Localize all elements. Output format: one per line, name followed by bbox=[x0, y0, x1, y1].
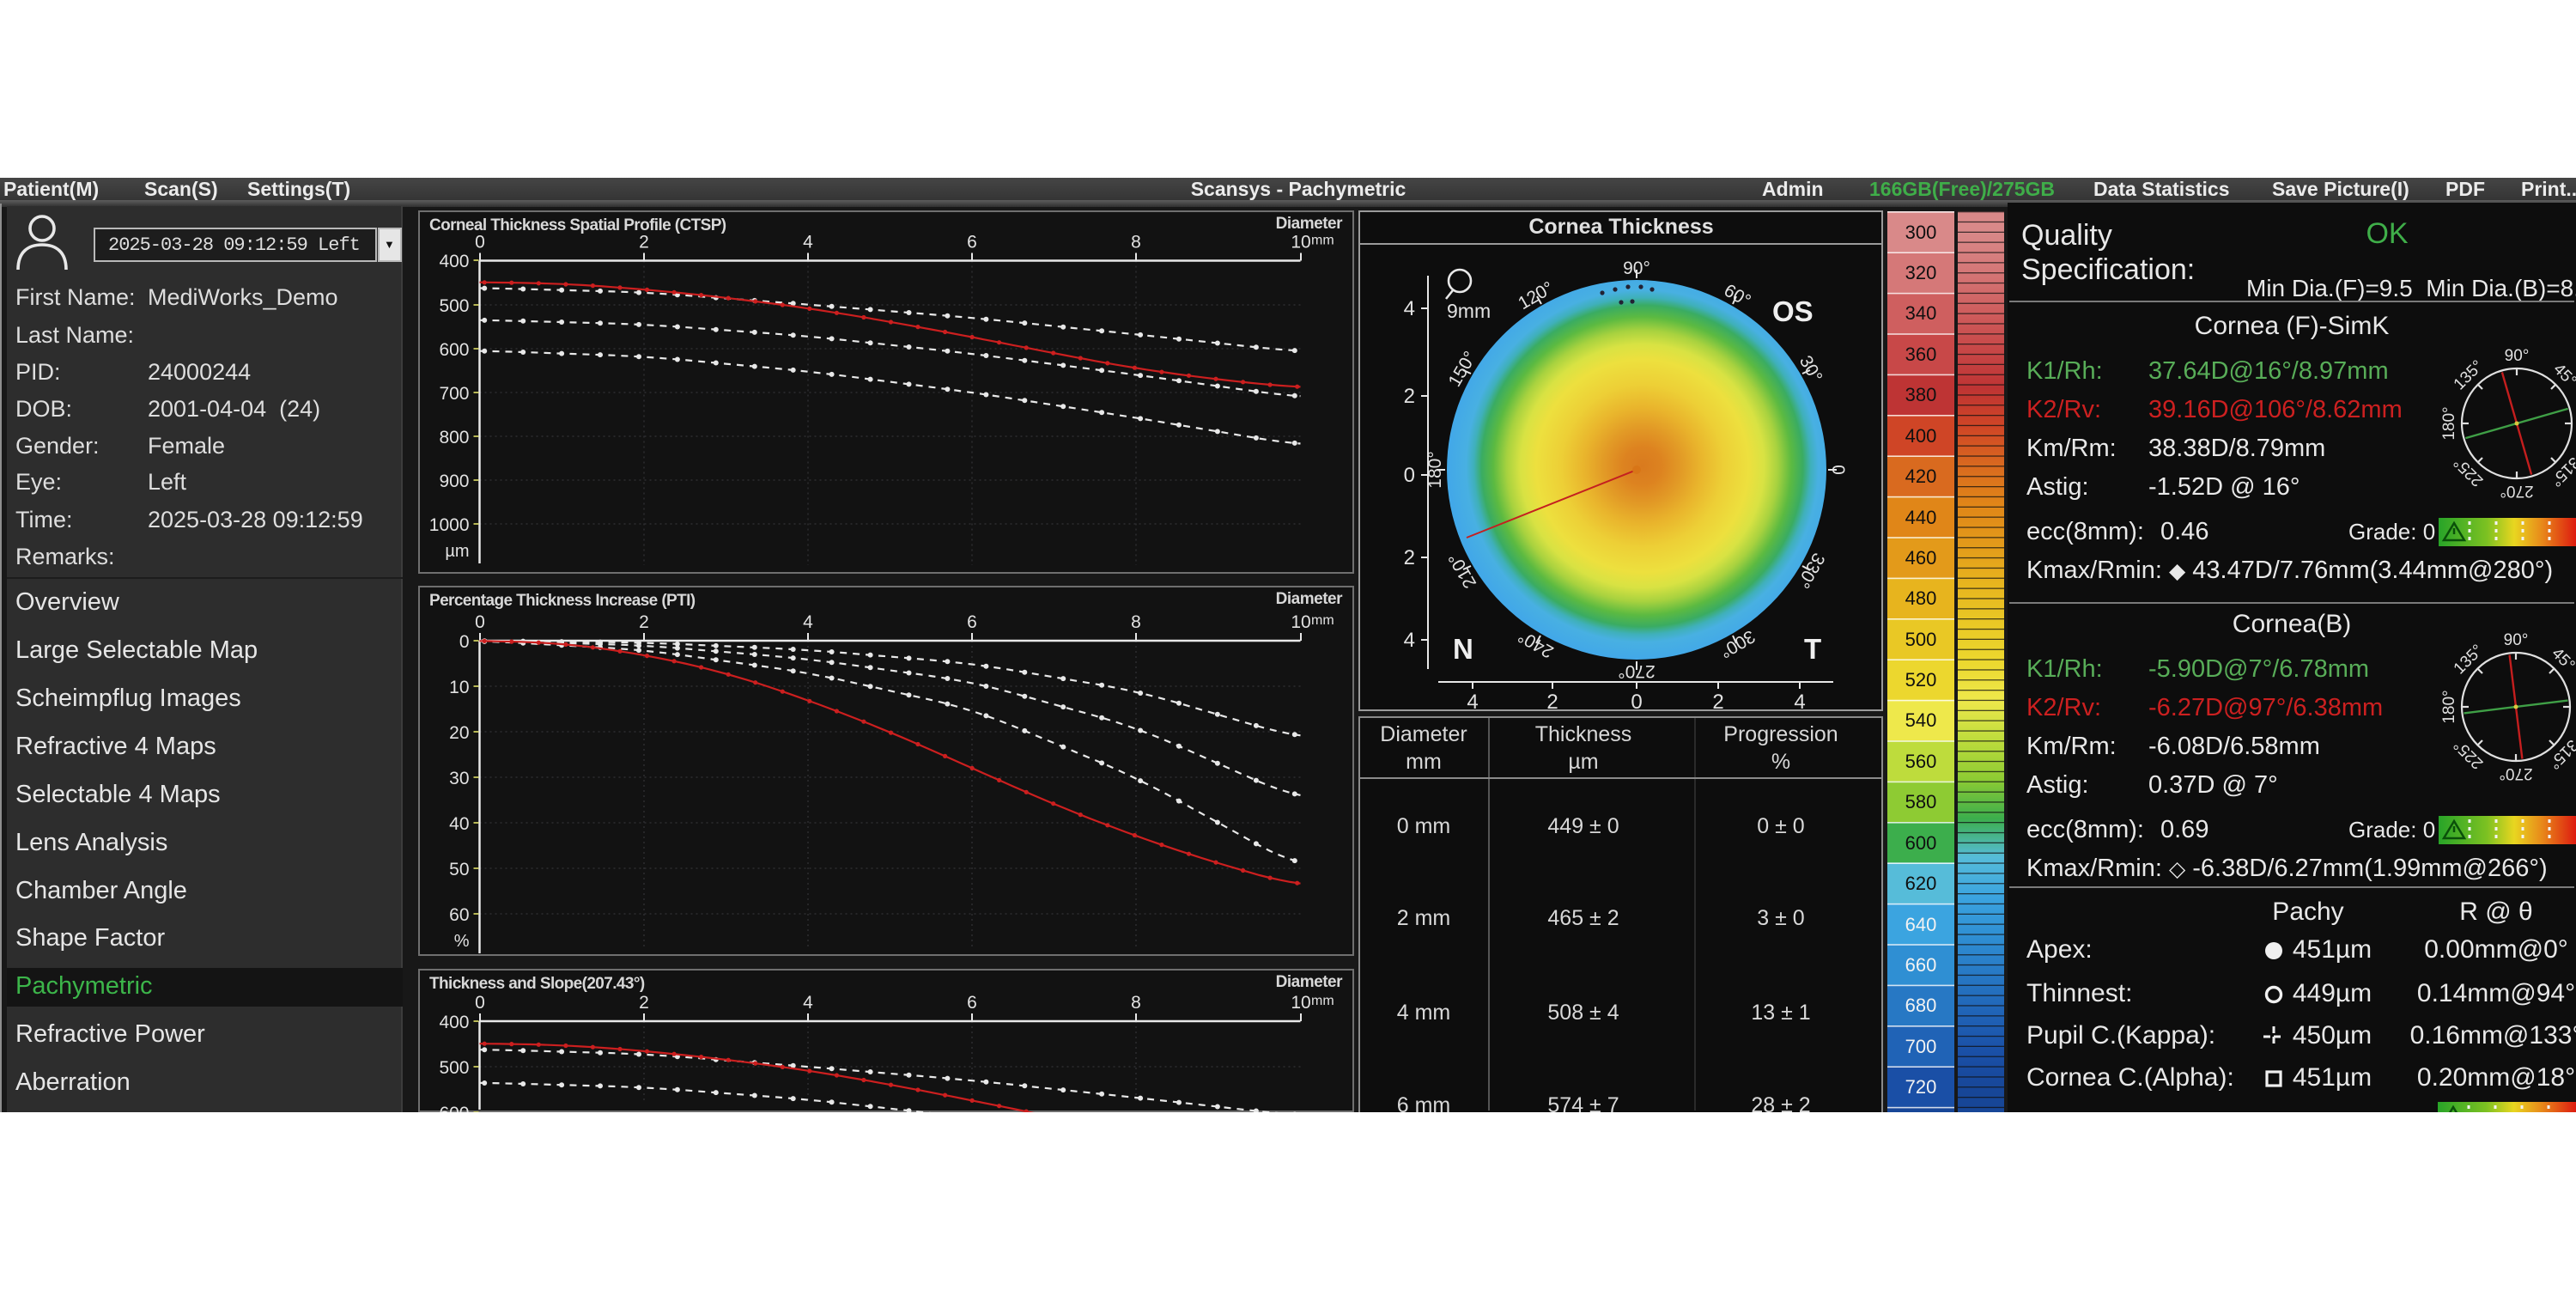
svg-text:600: 600 bbox=[439, 1104, 469, 1112]
svg-text:mm: mm bbox=[1311, 234, 1334, 248]
svg-text:520: 520 bbox=[1905, 669, 1937, 691]
svg-text:mm: mm bbox=[1311, 613, 1334, 628]
svg-text:0: 0 bbox=[1404, 464, 1415, 487]
svg-text:500: 500 bbox=[439, 296, 469, 316]
svg-text:30: 30 bbox=[449, 769, 469, 788]
svg-text:620: 620 bbox=[1905, 873, 1937, 894]
svg-text:µm: µm bbox=[445, 542, 469, 561]
svg-text:500: 500 bbox=[1905, 629, 1937, 650]
svg-text:420: 420 bbox=[1905, 465, 1937, 487]
svg-text:2: 2 bbox=[1404, 546, 1415, 569]
svg-text:180°: 180° bbox=[2440, 406, 2458, 440]
svg-text:540: 540 bbox=[1905, 709, 1937, 731]
svg-text:340: 340 bbox=[1905, 302, 1937, 324]
svg-text:4: 4 bbox=[803, 233, 813, 253]
svg-text:0: 0 bbox=[1631, 691, 1642, 709]
svg-text:8: 8 bbox=[1131, 993, 1141, 1013]
svg-text:680: 680 bbox=[1905, 995, 1937, 1016]
svg-text:440: 440 bbox=[1905, 507, 1937, 528]
svg-text:660: 660 bbox=[1905, 954, 1937, 976]
svg-text:6: 6 bbox=[967, 612, 977, 632]
svg-text:8: 8 bbox=[1131, 233, 1141, 253]
svg-text:50: 50 bbox=[449, 860, 469, 879]
svg-text:720: 720 bbox=[1905, 1076, 1937, 1098]
svg-text:%: % bbox=[454, 932, 470, 951]
svg-text:9mm: 9mm bbox=[1447, 300, 1491, 322]
svg-text:640: 640 bbox=[1905, 914, 1937, 935]
svg-text:270°: 270° bbox=[2499, 764, 2532, 782]
svg-text:10: 10 bbox=[1291, 612, 1310, 632]
svg-text:270°: 270° bbox=[1618, 661, 1655, 681]
svg-text:4: 4 bbox=[1467, 691, 1478, 709]
svg-text:4: 4 bbox=[1794, 691, 1805, 709]
svg-text:0: 0 bbox=[475, 612, 485, 632]
svg-text:270°: 270° bbox=[2500, 482, 2533, 500]
svg-text:2: 2 bbox=[639, 612, 649, 632]
svg-text:180°: 180° bbox=[1425, 451, 1445, 488]
svg-text:480: 480 bbox=[1905, 587, 1937, 609]
svg-text:10: 10 bbox=[1291, 233, 1310, 253]
svg-text:10: 10 bbox=[449, 678, 469, 697]
svg-text:4: 4 bbox=[1404, 629, 1415, 652]
svg-text:0: 0 bbox=[475, 993, 485, 1013]
svg-text:2: 2 bbox=[1404, 385, 1415, 408]
svg-text:0: 0 bbox=[459, 632, 470, 652]
svg-text:700: 700 bbox=[1905, 1036, 1937, 1057]
svg-text:0: 0 bbox=[475, 233, 485, 253]
svg-text:6: 6 bbox=[967, 233, 977, 253]
svg-text:OS: OS bbox=[1772, 295, 1814, 327]
svg-text:500: 500 bbox=[439, 1058, 469, 1078]
svg-text:6: 6 bbox=[967, 993, 977, 1013]
svg-text:60: 60 bbox=[449, 905, 469, 925]
svg-text:2: 2 bbox=[1546, 691, 1558, 709]
svg-text:2: 2 bbox=[639, 993, 649, 1013]
svg-text:600: 600 bbox=[439, 340, 469, 360]
svg-text:360: 360 bbox=[1905, 344, 1937, 365]
svg-text:560: 560 bbox=[1905, 751, 1937, 772]
svg-text:10: 10 bbox=[1291, 993, 1310, 1013]
svg-text:320: 320 bbox=[1905, 262, 1937, 283]
svg-text:800: 800 bbox=[439, 428, 469, 447]
svg-text:90°: 90° bbox=[2504, 631, 2529, 649]
svg-text:900: 900 bbox=[439, 472, 469, 491]
svg-text:300: 300 bbox=[1905, 222, 1937, 243]
svg-text:400: 400 bbox=[439, 252, 469, 271]
svg-text:mm: mm bbox=[1311, 994, 1334, 1008]
svg-text:2: 2 bbox=[1712, 691, 1723, 709]
svg-text:2: 2 bbox=[639, 233, 649, 253]
svg-text:1000: 1000 bbox=[429, 515, 470, 535]
svg-text:400: 400 bbox=[439, 1013, 469, 1032]
svg-text:600: 600 bbox=[1905, 832, 1937, 854]
svg-text:0: 0 bbox=[1828, 465, 1848, 475]
svg-text:460: 460 bbox=[1905, 547, 1937, 569]
svg-text:4: 4 bbox=[1404, 297, 1415, 320]
svg-text:180°: 180° bbox=[2440, 690, 2458, 723]
svg-text:4: 4 bbox=[803, 993, 813, 1013]
svg-text:400: 400 bbox=[1905, 425, 1937, 447]
svg-text:4: 4 bbox=[803, 612, 813, 632]
svg-text:90°: 90° bbox=[1623, 259, 1650, 278]
svg-text:580: 580 bbox=[1905, 791, 1937, 812]
svg-text:N: N bbox=[1453, 633, 1473, 665]
svg-text:40: 40 bbox=[449, 814, 469, 834]
svg-text:90°: 90° bbox=[2505, 347, 2530, 365]
svg-text:380: 380 bbox=[1905, 384, 1937, 405]
svg-text:700: 700 bbox=[439, 384, 469, 404]
svg-text:T: T bbox=[1804, 633, 1821, 665]
svg-text:20: 20 bbox=[449, 723, 469, 743]
svg-text:8: 8 bbox=[1131, 612, 1141, 632]
